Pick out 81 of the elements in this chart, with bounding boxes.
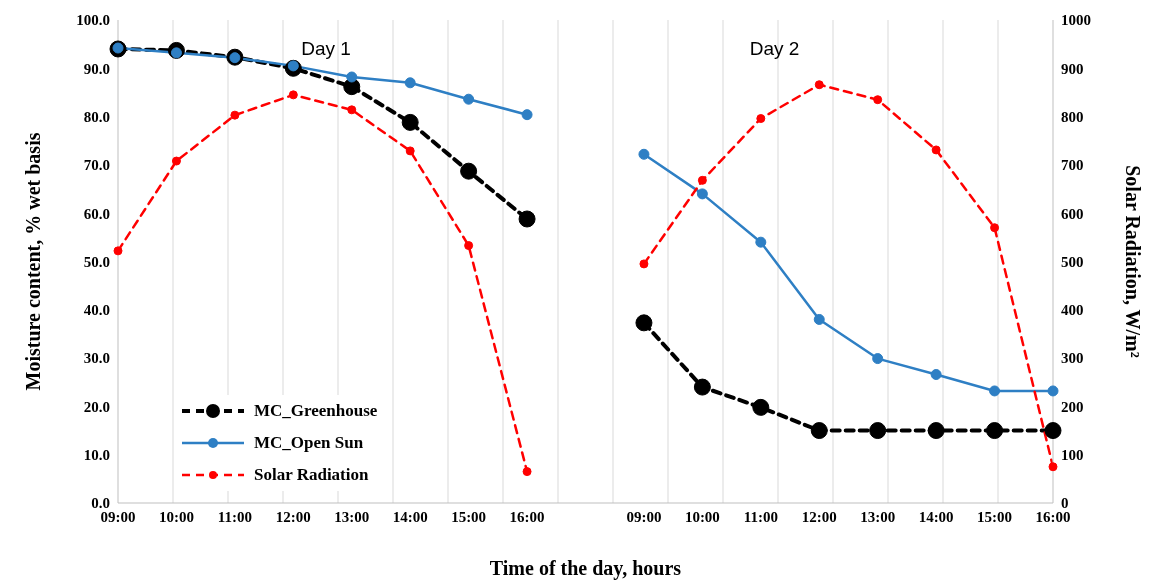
x-tick-label: 11:00: [217, 508, 252, 525]
x-tick-label: 15:00: [977, 508, 1013, 525]
point: [230, 110, 240, 120]
point: [927, 422, 945, 440]
point: [460, 162, 478, 180]
point: [635, 314, 653, 332]
y-tick-label: 60.0: [83, 205, 110, 222]
point: [810, 422, 828, 440]
point: [1048, 462, 1058, 472]
point: [869, 422, 887, 440]
point: [873, 95, 883, 105]
legend-label: MC_Greenhouse: [254, 401, 378, 421]
y2-tick-label: 200: [1061, 398, 1084, 415]
y-tick-label: 90.0: [83, 60, 110, 77]
x-axis-title: Time of the day, hours: [489, 557, 682, 580]
x-tick-label: 14:00: [392, 508, 428, 525]
y-tick-label: 80.0: [83, 108, 110, 125]
legend-label: MC_Open Sun: [254, 433, 364, 453]
point: [638, 148, 650, 160]
point: [1047, 385, 1059, 397]
point: [931, 145, 941, 155]
point: [639, 259, 649, 269]
y-tick-label: 10.0: [83, 447, 110, 464]
x-tick-label: 09:00: [626, 508, 662, 525]
y2-tick-label: 800: [1061, 108, 1084, 125]
point: [752, 398, 770, 416]
annotation: Day 1: [301, 38, 351, 60]
x-tick-label: 10:00: [684, 508, 720, 525]
point: [347, 105, 357, 115]
y2-tick-label: 900: [1061, 60, 1084, 77]
y2-tick-label: 600: [1061, 205, 1084, 222]
x-tick-label: 12:00: [275, 508, 311, 525]
x-tick-label: 15:00: [451, 508, 487, 525]
y2-tick-label: 400: [1061, 302, 1084, 319]
point: [518, 210, 536, 228]
x-tick-label: 10:00: [158, 508, 194, 525]
point: [521, 109, 533, 121]
point: [171, 156, 181, 166]
point: [405, 146, 415, 156]
y2-tick-label: 300: [1061, 350, 1084, 367]
point: [401, 113, 419, 131]
point: [697, 175, 707, 185]
point: [696, 188, 708, 200]
point: [930, 369, 942, 381]
point: [404, 77, 416, 89]
y-tick-label: 70.0: [83, 157, 110, 174]
legend-label: Solar Radiation: [254, 465, 369, 485]
x-tick-label: 16:00: [509, 508, 545, 525]
y2-tick-label: 1000: [1061, 12, 1091, 29]
point: [346, 71, 358, 83]
point: [990, 223, 1000, 233]
point: [872, 353, 884, 365]
point: [693, 378, 711, 396]
point: [814, 80, 824, 90]
y-tick-label: 40.0: [83, 302, 110, 319]
y-tick-label: 20.0: [83, 398, 110, 415]
point: [463, 93, 475, 105]
y2-axis-title: Solar Radiation, W/m²: [1121, 165, 1144, 358]
point: [813, 313, 825, 325]
x-tick-label: 13:00: [860, 508, 896, 525]
y-tick-label: 50.0: [83, 253, 110, 270]
y2-tick-label: 500: [1061, 253, 1084, 270]
point: [1044, 422, 1062, 440]
x-tick-label: 11:00: [743, 508, 778, 525]
annotation: Day 2: [749, 38, 800, 60]
point: [113, 246, 123, 256]
point: [756, 114, 766, 124]
y-axis-title: Moisture content, % wet basis: [22, 132, 45, 391]
point: [288, 90, 298, 100]
point: [522, 467, 532, 477]
point: [755, 236, 767, 248]
y-tick-label: 100.0: [76, 12, 110, 29]
y2-tick-label: 700: [1061, 157, 1084, 174]
y-tick-label: 30.0: [83, 350, 110, 367]
x-tick-label: 14:00: [918, 508, 954, 525]
y2-tick-label: 100: [1061, 447, 1084, 464]
point: [989, 385, 1001, 397]
point: [464, 241, 474, 251]
x-tick-label: 13:00: [334, 508, 370, 525]
x-tick-label: 12:00: [801, 508, 837, 525]
point: [986, 422, 1004, 440]
